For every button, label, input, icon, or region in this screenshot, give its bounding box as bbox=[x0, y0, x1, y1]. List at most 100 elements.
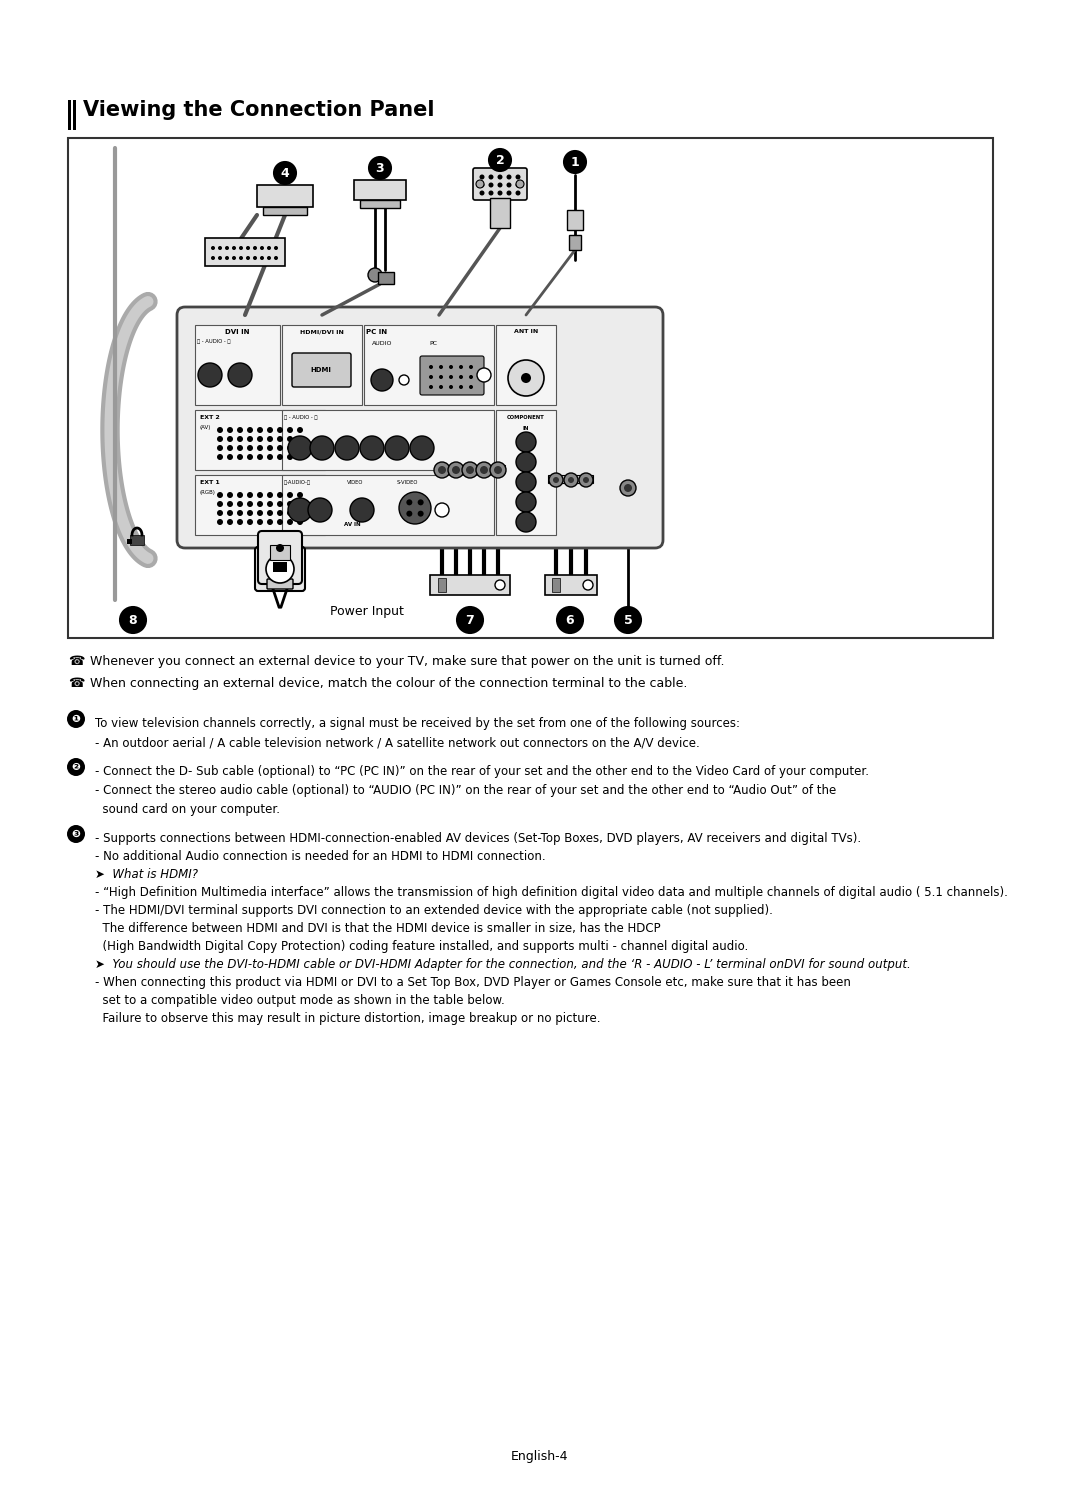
Text: VIDEO: VIDEO bbox=[347, 480, 363, 486]
Circle shape bbox=[399, 375, 409, 385]
Circle shape bbox=[469, 385, 473, 390]
Circle shape bbox=[369, 157, 391, 178]
Circle shape bbox=[516, 472, 536, 492]
Circle shape bbox=[459, 385, 463, 390]
Text: 1: 1 bbox=[570, 156, 579, 168]
Text: Power Input: Power Input bbox=[330, 606, 404, 618]
Circle shape bbox=[257, 510, 264, 516]
Circle shape bbox=[449, 364, 453, 369]
Text: ❸: ❸ bbox=[71, 829, 80, 839]
Circle shape bbox=[247, 501, 253, 507]
Circle shape bbox=[399, 492, 431, 525]
Circle shape bbox=[267, 445, 273, 451]
Bar bbox=[496, 411, 556, 535]
Text: The difference between HDMI and DVI is that the HDMI device is smaller in size, : The difference between HDMI and DVI is t… bbox=[95, 922, 661, 935]
Circle shape bbox=[227, 445, 233, 451]
Circle shape bbox=[438, 385, 443, 390]
Circle shape bbox=[276, 427, 283, 433]
Circle shape bbox=[335, 436, 359, 460]
Circle shape bbox=[568, 477, 573, 483]
Text: PC: PC bbox=[429, 340, 437, 346]
Circle shape bbox=[218, 246, 222, 250]
Text: (RGB): (RGB) bbox=[200, 490, 216, 495]
Circle shape bbox=[247, 519, 253, 525]
Circle shape bbox=[237, 519, 243, 525]
Circle shape bbox=[267, 492, 273, 498]
Circle shape bbox=[257, 454, 264, 460]
Bar bbox=[205, 238, 285, 265]
Circle shape bbox=[239, 246, 243, 250]
Text: - Connect the stereo audio cable (optional) to “AUDIO (PC IN)” on the rear of yo: - Connect the stereo audio cable (option… bbox=[95, 784, 836, 797]
Text: 7: 7 bbox=[465, 613, 474, 627]
Text: 4: 4 bbox=[281, 166, 289, 180]
Circle shape bbox=[287, 454, 293, 460]
Circle shape bbox=[449, 385, 453, 390]
Circle shape bbox=[297, 519, 303, 525]
Circle shape bbox=[583, 580, 593, 591]
Circle shape bbox=[498, 190, 502, 195]
Circle shape bbox=[418, 511, 423, 517]
Circle shape bbox=[480, 183, 485, 187]
Circle shape bbox=[217, 501, 222, 507]
Text: - “High Definition Multimedia interface” allows the transmission of high definit: - “High Definition Multimedia interface”… bbox=[95, 886, 1008, 899]
Text: (High Bandwidth Digital Copy Protection) coding feature installed, and supports : (High Bandwidth Digital Copy Protection)… bbox=[95, 940, 748, 953]
Circle shape bbox=[260, 256, 264, 259]
Circle shape bbox=[297, 436, 303, 442]
Circle shape bbox=[583, 477, 589, 483]
Circle shape bbox=[516, 453, 536, 472]
Circle shape bbox=[217, 454, 222, 460]
Text: PC IN: PC IN bbox=[366, 328, 387, 334]
Circle shape bbox=[410, 436, 434, 460]
Circle shape bbox=[435, 504, 449, 517]
Circle shape bbox=[267, 454, 273, 460]
Circle shape bbox=[227, 501, 233, 507]
Text: IN: IN bbox=[523, 426, 529, 432]
Circle shape bbox=[469, 375, 473, 379]
Circle shape bbox=[477, 367, 491, 382]
Circle shape bbox=[67, 758, 85, 776]
Circle shape bbox=[217, 427, 222, 433]
Text: - No additional Audio connection is needed for an HDMI to HDMI connection.: - No additional Audio connection is need… bbox=[95, 850, 545, 863]
Text: ☎: ☎ bbox=[68, 678, 84, 690]
Circle shape bbox=[237, 436, 243, 442]
Circle shape bbox=[457, 607, 483, 633]
Circle shape bbox=[267, 436, 273, 442]
Text: ➤  You should use the DVI-to-HDMI cable or DVI-HDMI Adapter for the connection, : ➤ You should use the DVI-to-HDMI cable o… bbox=[95, 958, 910, 971]
Circle shape bbox=[624, 484, 632, 492]
Text: EXT 1: EXT 1 bbox=[200, 480, 219, 486]
Circle shape bbox=[515, 174, 521, 180]
Circle shape bbox=[246, 246, 249, 250]
Circle shape bbox=[247, 445, 253, 451]
Text: COMPONENT: COMPONENT bbox=[508, 415, 545, 420]
Circle shape bbox=[368, 268, 382, 282]
Circle shape bbox=[198, 363, 222, 387]
Circle shape bbox=[247, 492, 253, 498]
Circle shape bbox=[227, 510, 233, 516]
Circle shape bbox=[459, 375, 463, 379]
Circle shape bbox=[489, 148, 511, 171]
Circle shape bbox=[274, 246, 278, 250]
Circle shape bbox=[253, 256, 257, 259]
Circle shape bbox=[257, 492, 264, 498]
Circle shape bbox=[276, 454, 283, 460]
Text: S-VIDEO: S-VIDEO bbox=[397, 480, 418, 486]
Bar bbox=[264, 207, 307, 214]
Circle shape bbox=[418, 499, 423, 505]
Circle shape bbox=[217, 510, 222, 516]
Bar bbox=[68, 100, 71, 130]
Circle shape bbox=[257, 436, 264, 442]
Circle shape bbox=[498, 174, 502, 180]
Text: HDMI: HDMI bbox=[311, 367, 332, 373]
Circle shape bbox=[287, 445, 293, 451]
Circle shape bbox=[253, 246, 257, 250]
Circle shape bbox=[480, 190, 485, 195]
Circle shape bbox=[516, 180, 524, 187]
Text: 2: 2 bbox=[496, 153, 504, 166]
Circle shape bbox=[297, 501, 303, 507]
Circle shape bbox=[564, 151, 586, 172]
Circle shape bbox=[448, 462, 464, 478]
Circle shape bbox=[429, 364, 433, 369]
Text: Ⓡ - AUDIO - Ⓛ: Ⓡ - AUDIO - Ⓛ bbox=[284, 415, 318, 420]
Circle shape bbox=[480, 174, 485, 180]
Text: AV IN: AV IN bbox=[343, 522, 361, 528]
